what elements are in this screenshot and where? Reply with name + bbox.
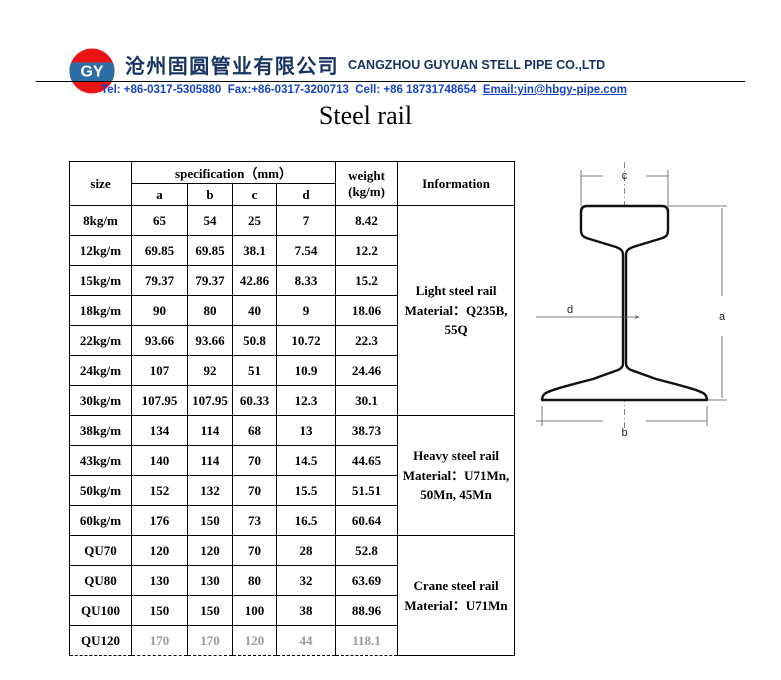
svg-text:GY: GY: [80, 64, 103, 81]
svg-text:a: a: [719, 311, 726, 323]
svg-text:b: b: [621, 427, 627, 439]
svg-text:d: d: [567, 304, 573, 316]
svg-text:c: c: [622, 170, 628, 182]
